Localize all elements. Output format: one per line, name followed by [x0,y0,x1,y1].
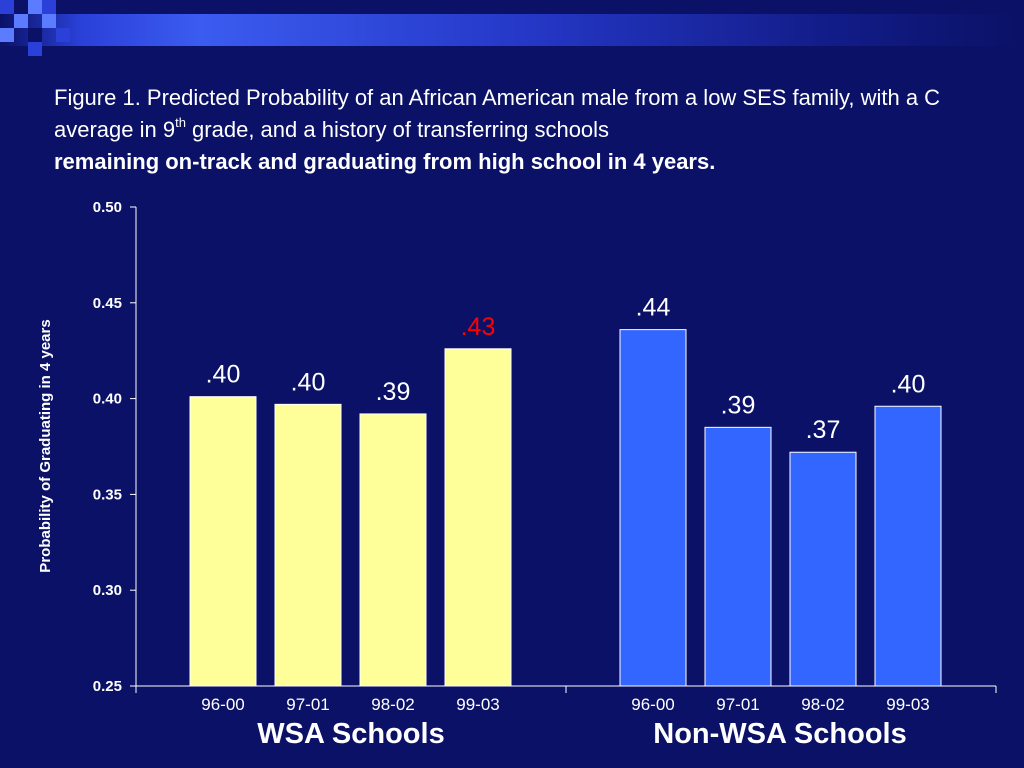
group-label: WSA Schools [257,718,444,750]
bar [274,403,342,687]
bar [789,451,857,687]
y-axis-label: Probability of Graduating in 4 years [37,319,54,572]
x-tick-label: 97-01 [716,695,759,714]
bar-value-label: .39 [376,378,411,406]
x-tick-label: 96-00 [201,695,244,714]
bar-value-label: .43 [461,313,496,341]
y-tick-label: 0.35 [93,486,122,503]
bar [874,405,942,687]
bar-value-label: .40 [291,368,326,396]
bar [189,396,257,687]
corner-squares-decoration [0,0,90,70]
y-tick-label: 0.40 [93,391,122,408]
bar [444,348,512,687]
y-tick-label: 0.50 [93,199,122,216]
x-tick-label: 99-03 [886,695,929,714]
x-tick-label: 98-02 [801,695,844,714]
bar-value-label: .39 [721,391,756,419]
header-band [0,14,1024,46]
bar-value-label: .40 [891,370,926,398]
x-tick-label: 96-00 [631,695,674,714]
title-text-bold: remaining on-track and graduating from h… [54,149,716,174]
y-tick-label: 0.25 [93,678,122,695]
bar-value-label: .37 [806,416,841,444]
title-text-part1: Figure 1. Predicted Probability of an Af… [54,85,941,142]
bar-value-label: .40 [206,361,241,389]
y-tick-label: 0.30 [93,582,122,599]
figure-title: Figure 1. Predicted Probability of an Af… [54,82,1014,178]
group-label: Non-WSA Schools [653,718,906,750]
bar [704,426,772,687]
y-tick-label: 0.45 [93,295,122,312]
bar [619,329,687,687]
title-superscript: th [175,114,186,130]
x-tick-label: 99-03 [456,695,499,714]
x-tick-label: 97-01 [286,695,329,714]
bar-value-label: .44 [636,294,671,322]
x-tick-label: 98-02 [371,695,414,714]
title-text-part2: grade, and a history of transferring sch… [185,117,610,142]
bar [359,413,427,687]
